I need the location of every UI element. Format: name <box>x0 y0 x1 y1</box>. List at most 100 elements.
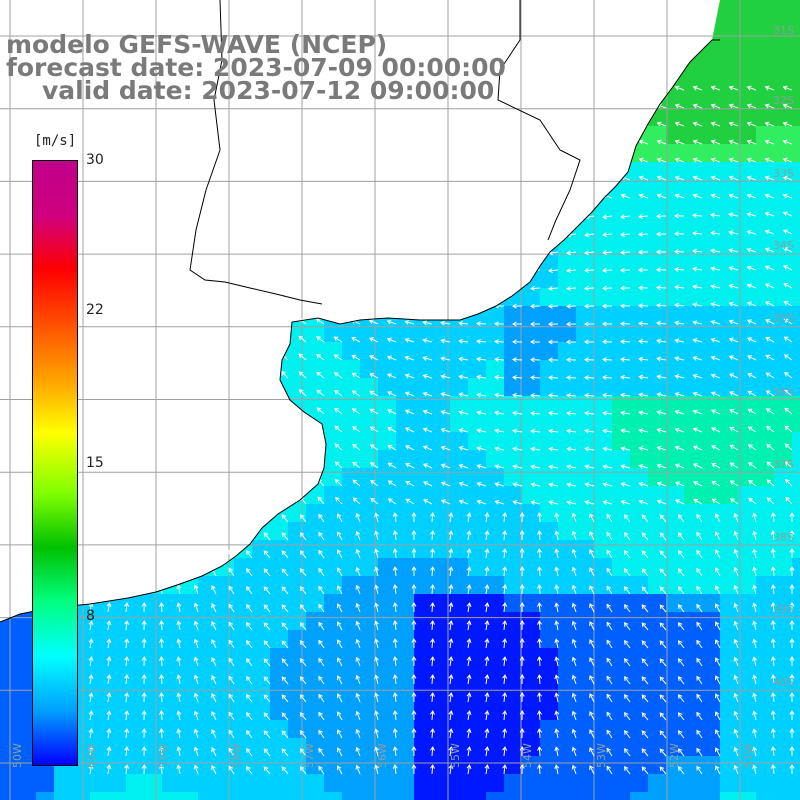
wind-arrow <box>502 602 508 613</box>
speed-cell <box>540 558 558 576</box>
speed-cell <box>576 594 594 612</box>
speed-cell <box>324 522 342 540</box>
wind-arrow <box>746 265 757 271</box>
wind-arrow <box>476 481 487 487</box>
wind-arrow <box>710 409 721 415</box>
wind-arrow <box>764 211 775 217</box>
speed-cell <box>684 198 702 216</box>
speed-cell <box>666 450 684 468</box>
speed-cell <box>630 270 648 288</box>
speed-cell <box>198 684 216 702</box>
speed-cell <box>522 360 540 378</box>
wind-arrow <box>728 212 739 218</box>
speed-cell <box>252 756 270 774</box>
wind-arrow <box>733 764 739 775</box>
speed-cell <box>504 630 522 648</box>
speed-cell <box>738 378 756 396</box>
speed-cell <box>630 486 648 504</box>
wind-arrow <box>606 657 613 667</box>
wind-arrow <box>519 710 525 721</box>
wind-arrow <box>318 693 325 703</box>
speed-cell <box>414 648 432 666</box>
wind-arrow <box>656 193 667 199</box>
speed-cell <box>486 324 504 342</box>
wind-arrow <box>448 602 454 613</box>
speed-cell <box>666 648 684 666</box>
speed-cell <box>360 612 378 630</box>
speed-cell <box>738 54 756 72</box>
wind-arrow <box>606 711 613 721</box>
speed-cell <box>666 522 684 540</box>
speed-cell <box>702 720 720 738</box>
wind-arrow <box>404 355 415 361</box>
wind-arrow <box>746 193 757 199</box>
wind-arrow <box>316 371 325 379</box>
speed-cell <box>684 126 702 144</box>
speed-cell <box>432 558 450 576</box>
wind-arrow <box>355 692 361 703</box>
speed-cell <box>504 576 522 594</box>
wind-arrow <box>770 674 776 685</box>
wind-arrow <box>484 512 490 523</box>
speed-cell <box>468 414 486 432</box>
wind-arrow <box>299 676 307 685</box>
wind-arrow <box>494 482 505 487</box>
wind-arrow <box>430 566 435 577</box>
wind-arrow <box>466 512 472 523</box>
speed-cell <box>792 666 800 684</box>
speed-cell <box>0 666 18 684</box>
wind-arrow <box>554 602 560 613</box>
speed-cell <box>522 648 540 666</box>
wind-arrow <box>337 531 343 541</box>
wind-arrow <box>405 498 415 505</box>
wind-arrow <box>537 746 543 757</box>
wind-arrow <box>784 425 793 433</box>
wind-arrow <box>228 747 235 757</box>
speed-cell <box>576 738 594 756</box>
speed-cell <box>792 450 800 468</box>
wind-arrow <box>281 676 289 685</box>
wind-arrow <box>263 694 271 703</box>
speed-cell <box>756 738 774 756</box>
wind-arrow <box>494 339 505 345</box>
wind-arrow <box>566 285 577 291</box>
speed-cell <box>792 162 800 180</box>
speed-cell <box>90 666 108 684</box>
wind-arrow <box>715 603 721 613</box>
speed-cell <box>198 720 216 738</box>
wind-arrow <box>281 712 289 721</box>
wind-arrow <box>728 319 739 325</box>
speed-cell <box>684 720 702 738</box>
speed-cell <box>576 720 594 738</box>
speed-cell <box>792 414 800 432</box>
lat-label: 36S <box>773 386 794 399</box>
speed-cell <box>792 90 800 108</box>
wind-arrow <box>422 427 433 433</box>
speed-cell <box>504 504 522 522</box>
speed-cell <box>522 684 540 702</box>
speed-cell <box>522 558 540 576</box>
wind-arrow <box>602 285 613 291</box>
speed-cell <box>720 306 738 324</box>
speed-cell <box>720 252 738 270</box>
wind-arrow <box>466 548 472 559</box>
wind-arrow <box>176 638 182 649</box>
speed-cell <box>270 648 288 666</box>
wind-arrow <box>466 692 472 703</box>
speed-cell <box>684 486 702 504</box>
speed-cell <box>774 720 792 738</box>
wind-arrow <box>281 766 289 775</box>
speed-cell <box>432 450 450 468</box>
wind-arrow <box>765 319 775 325</box>
wind-arrow <box>374 566 379 577</box>
wind-arrow <box>315 336 325 343</box>
speed-cell <box>396 630 414 648</box>
speed-cell <box>378 504 396 522</box>
speed-cell <box>648 612 666 630</box>
wind-arrow <box>584 232 595 238</box>
speed-cell <box>738 198 756 216</box>
wind-arrow <box>789 512 795 523</box>
wind-arrow <box>124 638 130 649</box>
speed-cell <box>774 216 792 234</box>
speed-cell <box>306 378 324 396</box>
